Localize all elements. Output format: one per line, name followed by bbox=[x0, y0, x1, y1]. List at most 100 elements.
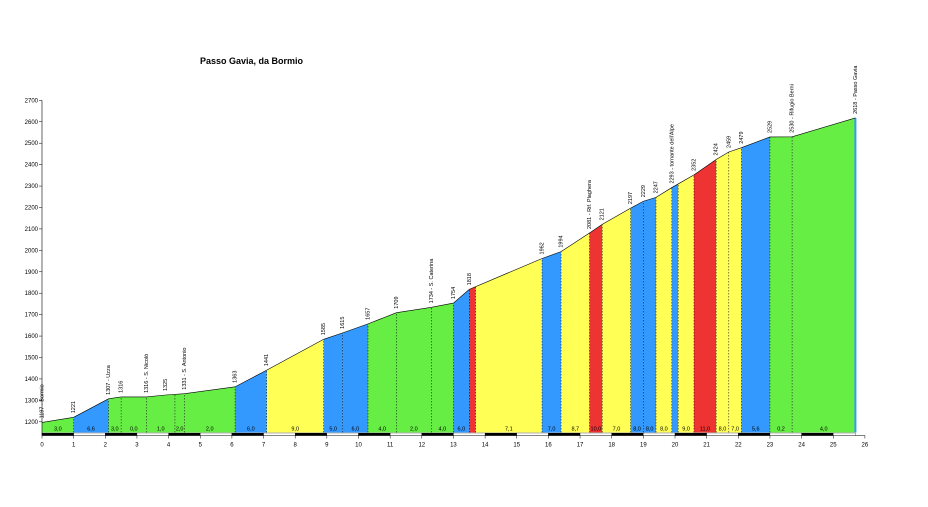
segment-fill bbox=[42, 417, 74, 433]
x-tick-label: 18 bbox=[608, 443, 615, 449]
grade-label: 7,1 bbox=[505, 427, 513, 433]
y-tick-label: 1400 bbox=[25, 377, 39, 383]
elevation-label: 1331 - S. Antonio bbox=[182, 348, 188, 390]
grade-label: 2,0 bbox=[206, 427, 214, 433]
y-tick-label: 1600 bbox=[25, 334, 39, 340]
x-tick-label: 2 bbox=[104, 443, 108, 449]
elevation-label: 1221 bbox=[71, 401, 77, 413]
km-bar-block bbox=[41, 432, 74, 436]
km-bar-block bbox=[389, 432, 422, 436]
segment-fill bbox=[184, 386, 236, 433]
grade-label: 8,0 bbox=[633, 427, 641, 433]
x-tick-label: 1 bbox=[72, 443, 76, 449]
segment-fill bbox=[73, 398, 109, 433]
grade-label: 0,0 bbox=[130, 427, 138, 433]
grade-label: 9,0 bbox=[291, 427, 299, 433]
elevation-label: 2530 - Rifugio Berni bbox=[790, 84, 796, 133]
chart-title: Passo Gavia, da Bormio bbox=[200, 56, 304, 66]
x-tick-label: 4 bbox=[167, 443, 171, 449]
profile-outline bbox=[41, 117, 856, 423]
elevation-label: 1307 - Uzza bbox=[106, 364, 112, 395]
y-tick-label: 2400 bbox=[25, 163, 39, 169]
segment-fill bbox=[146, 394, 175, 433]
y-tick-label: 1800 bbox=[25, 291, 39, 297]
km-bar-block bbox=[706, 432, 739, 436]
km-bar-block bbox=[358, 432, 391, 436]
grade-label: 7,0 bbox=[613, 427, 621, 433]
grade-label: 3,0 bbox=[54, 427, 62, 433]
y-tick-label: 2000 bbox=[25, 248, 39, 254]
elevation-label: 1316 bbox=[119, 381, 125, 393]
km-bar-block bbox=[674, 432, 707, 436]
x-tick-label: 14 bbox=[482, 443, 489, 449]
x-tick-label: 9 bbox=[325, 443, 329, 449]
segment-fill bbox=[174, 393, 185, 433]
x-tick-label: 12 bbox=[418, 443, 425, 449]
x-tick-label: 22 bbox=[735, 443, 742, 449]
grade-label: 8,0 bbox=[719, 427, 727, 433]
grade-label: 3,0 bbox=[111, 427, 119, 433]
y-tick-label: 2500 bbox=[25, 141, 39, 147]
km-bar-block bbox=[73, 432, 106, 436]
elevation-label: 1734 - S. Caterina bbox=[429, 258, 435, 304]
x-tick-label: 5 bbox=[199, 443, 203, 449]
km-bar-block bbox=[769, 432, 802, 436]
grade-label: 8,0 bbox=[660, 427, 668, 433]
segment-fill bbox=[431, 303, 454, 433]
km-bar-block bbox=[231, 432, 264, 436]
grade-label: 2,0 bbox=[176, 427, 184, 433]
segment-fill bbox=[656, 187, 672, 433]
grade-label: 4,0 bbox=[378, 427, 386, 433]
grade-label: 0,2 bbox=[777, 427, 785, 433]
profile-line bbox=[41, 117, 856, 423]
km-bar-block bbox=[326, 432, 359, 436]
grade-labels: 3,0 6,6 3,0 0,0 1,0 2,0 2,0 6,0 9,0 5,0 6,0 4,0 2,0 4… bbox=[54, 427, 828, 433]
segment-fill bbox=[342, 323, 368, 433]
elevation-label: 1709 bbox=[394, 296, 400, 308]
km-bar-block bbox=[516, 432, 549, 436]
x-tick-label: 26 bbox=[862, 443, 869, 449]
elevation-label: 1585 bbox=[321, 323, 327, 335]
km-bar-block bbox=[643, 432, 676, 436]
elevation-label: 1962 bbox=[540, 242, 546, 254]
segment-fill bbox=[589, 224, 603, 433]
y-tick-label: 2300 bbox=[25, 184, 39, 190]
x-tick-label: 17 bbox=[577, 443, 584, 449]
segment-fill bbox=[643, 197, 657, 433]
x-tick-label: 0 bbox=[40, 443, 44, 449]
x-tick-label: 19 bbox=[640, 443, 647, 449]
elevation-label: 1441 bbox=[264, 354, 270, 366]
x-tick-label: 3 bbox=[135, 443, 139, 449]
grade-label: 6,0 bbox=[247, 427, 255, 433]
y-tick-label: 2100 bbox=[25, 227, 39, 233]
segment-fill bbox=[108, 396, 122, 433]
segment-fill bbox=[769, 136, 793, 433]
segment-fill bbox=[716, 151, 729, 433]
km-bar-block bbox=[833, 432, 856, 436]
elevation-label: 1818 bbox=[467, 273, 473, 285]
grade-label: 11,0 bbox=[700, 427, 710, 433]
segment-fill bbox=[469, 286, 476, 433]
km-bar-block bbox=[136, 432, 169, 436]
y-tick-label: 2700 bbox=[25, 98, 39, 104]
grade-label: 6,0 bbox=[352, 427, 360, 433]
elevation-label: 2459 bbox=[726, 136, 732, 148]
grade-label: 6,6 bbox=[87, 427, 95, 433]
segment-fill bbox=[542, 251, 562, 433]
x-tick-label: 20 bbox=[672, 443, 679, 449]
segment-fill bbox=[741, 136, 770, 433]
grade-label: 4,0 bbox=[820, 427, 828, 433]
segment-fill bbox=[121, 396, 147, 433]
grade-label: 7,0 bbox=[731, 427, 739, 433]
grade-label: 6,0 bbox=[458, 427, 466, 433]
km-bar-block bbox=[801, 432, 834, 436]
elevation-label: 1994 bbox=[559, 235, 565, 247]
segment-fill bbox=[453, 289, 470, 433]
x-tick-label: 10 bbox=[355, 443, 362, 449]
segment-fill bbox=[678, 174, 694, 433]
x-tick-label: 6 bbox=[230, 443, 234, 449]
x-tick-label: 15 bbox=[513, 443, 520, 449]
km-bar-block bbox=[579, 432, 612, 436]
x-tick-label: 23 bbox=[767, 443, 774, 449]
segment-fill bbox=[630, 201, 644, 433]
